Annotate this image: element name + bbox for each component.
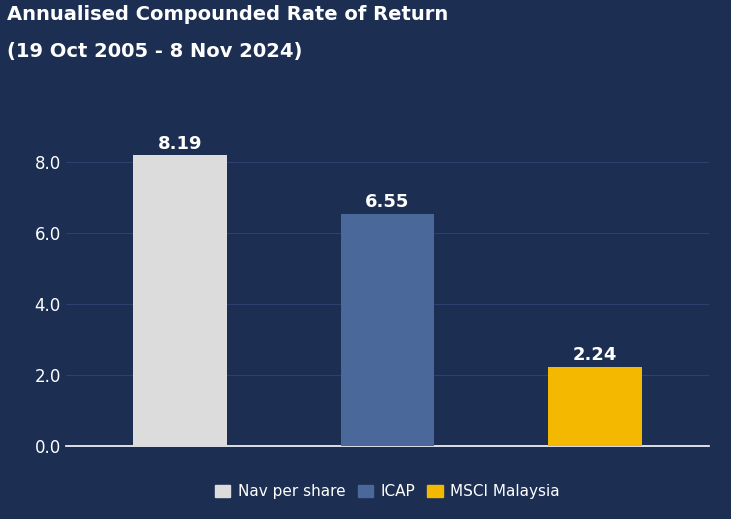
Text: 2.24: 2.24 bbox=[573, 346, 617, 364]
Text: (19 Oct 2005 - 8 Nov 2024): (19 Oct 2005 - 8 Nov 2024) bbox=[7, 42, 303, 61]
Bar bbox=[548, 367, 642, 446]
Bar bbox=[341, 213, 434, 446]
Legend: Nav per share, ICAP, MSCI Malaysia: Nav per share, ICAP, MSCI Malaysia bbox=[215, 484, 560, 499]
Text: Annualised Compounded Rate of Return: Annualised Compounded Rate of Return bbox=[7, 5, 449, 24]
Text: 6.55: 6.55 bbox=[366, 193, 409, 211]
Text: 8.19: 8.19 bbox=[158, 135, 202, 153]
Bar bbox=[133, 155, 227, 446]
